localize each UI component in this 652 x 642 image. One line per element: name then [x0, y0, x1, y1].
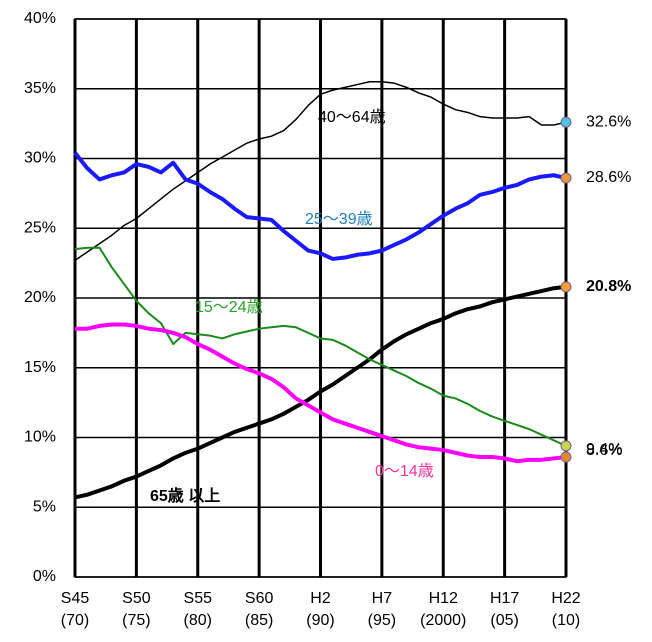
series-line — [74, 284, 567, 500]
x-tick-label: H7 (95) — [367, 590, 397, 629]
y-tick-label: 30% — [24, 150, 56, 167]
x-tick-label: H17 (05) — [489, 590, 520, 629]
value-label: 8.6% — [586, 442, 622, 459]
value-label: 9.4% — [586, 441, 622, 458]
y-tick-label: 20% — [24, 289, 56, 306]
value-label: 28.6% — [586, 169, 631, 186]
series-label: 40～64歳 — [318, 108, 386, 126]
y-tick-label: 35% — [24, 80, 56, 97]
end-marker — [560, 116, 572, 128]
end-marker — [560, 451, 572, 463]
x-tick-label: H2 (90) — [306, 590, 335, 629]
x-tick-label: S60 (85) — [244, 590, 274, 629]
y-tick-label: 15% — [24, 359, 56, 376]
y-tick-label: 0% — [33, 568, 56, 585]
end-marker — [560, 172, 572, 184]
y-tick-label: 25% — [24, 219, 56, 236]
y-tick-label: 40% — [24, 10, 56, 27]
value-label: 32.6% — [586, 113, 631, 130]
end-marker — [560, 281, 572, 293]
series-label: 25～39歳 — [305, 210, 373, 228]
x-tick-label: S45 (70) — [60, 590, 90, 629]
x-tick-label: S50 (75) — [122, 590, 151, 629]
x-tick-label: S55 (80) — [183, 590, 212, 629]
y-tick-label: 10% — [24, 429, 56, 446]
y-tick-label: 5% — [33, 498, 56, 515]
series-line — [73, 151, 567, 261]
series-label: 65歳 以上 — [150, 486, 220, 505]
x-tick-label: H12 (2000) — [420, 590, 467, 629]
series-line — [74, 81, 567, 261]
series-label: 0～14歳 — [375, 462, 434, 480]
series-line — [74, 246, 567, 447]
value-label: 20.8% — [586, 278, 631, 295]
series-line — [75, 322, 567, 464]
end-marker — [560, 440, 572, 452]
series-label: 15～24歳 — [195, 298, 263, 316]
x-tick-label: H22 (10) — [551, 590, 581, 629]
